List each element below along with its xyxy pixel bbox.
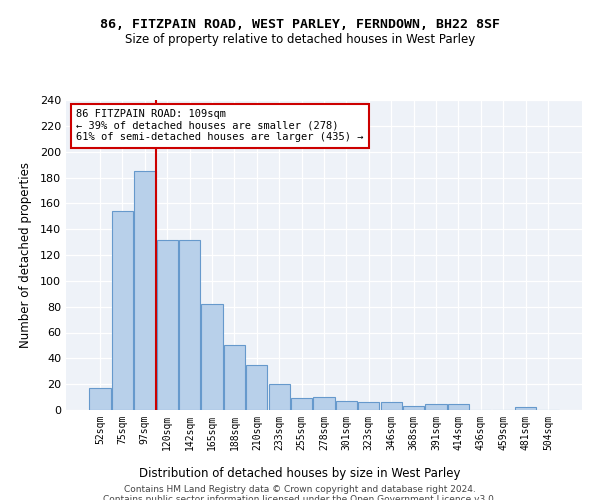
Bar: [112, 211, 133, 410]
Bar: [448, 404, 469, 410]
Bar: [425, 404, 446, 410]
Text: Contains public sector information licensed under the Open Government Licence v3: Contains public sector information licen…: [103, 495, 497, 500]
Bar: [403, 406, 424, 410]
Text: Distribution of detached houses by size in West Parley: Distribution of detached houses by size …: [139, 468, 461, 480]
Bar: [134, 171, 155, 410]
Bar: [202, 304, 223, 410]
Bar: [380, 402, 402, 410]
Text: 86 FITZPAIN ROAD: 109sqm
← 39% of detached houses are smaller (278)
61% of semi-: 86 FITZPAIN ROAD: 109sqm ← 39% of detach…: [76, 110, 364, 142]
Text: Contains HM Land Registry data © Crown copyright and database right 2024.: Contains HM Land Registry data © Crown c…: [124, 485, 476, 494]
Text: Size of property relative to detached houses in West Parley: Size of property relative to detached ho…: [125, 32, 475, 46]
Y-axis label: Number of detached properties: Number of detached properties: [19, 162, 32, 348]
Bar: [157, 240, 178, 410]
Bar: [246, 365, 268, 410]
Text: 86, FITZPAIN ROAD, WEST PARLEY, FERNDOWN, BH22 8SF: 86, FITZPAIN ROAD, WEST PARLEY, FERNDOWN…: [100, 18, 500, 30]
Bar: [269, 384, 290, 410]
Bar: [515, 408, 536, 410]
Bar: [291, 398, 312, 410]
Bar: [179, 240, 200, 410]
Bar: [224, 346, 245, 410]
Bar: [358, 402, 379, 410]
Bar: [336, 401, 357, 410]
Bar: [89, 388, 111, 410]
Bar: [313, 397, 335, 410]
